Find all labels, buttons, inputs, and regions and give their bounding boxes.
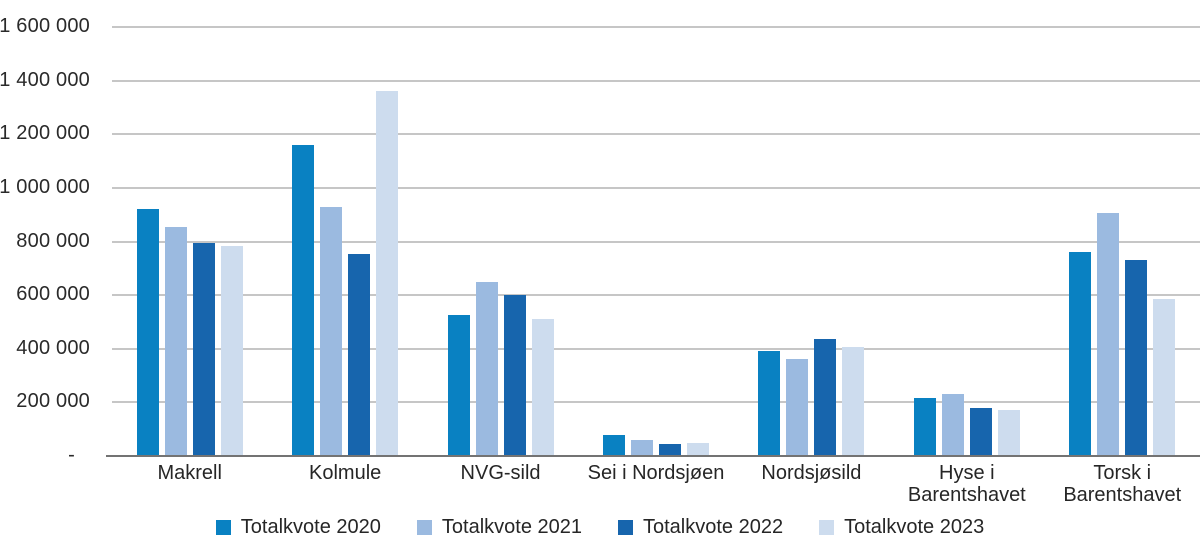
y-tick-label: 1 200 000 — [0, 122, 90, 145]
bar — [192, 242, 215, 456]
gridline — [112, 240, 1200, 243]
category-label: Hyse i Barentshavet — [907, 462, 1026, 506]
y-tick-label: 1 400 000 — [0, 68, 90, 91]
y-tick-label: 200 000 — [16, 390, 90, 413]
gridline — [112, 26, 1200, 28]
bar — [658, 443, 681, 456]
bar — [447, 315, 470, 456]
legend-swatch — [819, 520, 835, 535]
bar — [941, 393, 964, 456]
category-label: Makrell — [157, 462, 222, 484]
bar-group — [423, 27, 578, 456]
bar — [136, 209, 159, 456]
bar-group — [889, 27, 1044, 456]
bar — [348, 253, 371, 456]
bar — [164, 226, 187, 456]
gridline — [112, 186, 1200, 189]
y-axis: 1 600 000 1 400 000 1 200 000 1 000 000 800 … — [0, 15, 90, 466]
bar — [686, 442, 709, 456]
category-label: Nordsjøsild — [761, 462, 862, 484]
category-label: NVG-sild — [460, 462, 541, 484]
category-label: Torsk i Barentshavet — [1063, 462, 1182, 506]
y-tick-label: 1 000 000 — [0, 175, 90, 198]
legend-item: Totalkvote 2020 — [215, 516, 381, 539]
legend-label: Totalkvote 2023 — [844, 516, 985, 538]
bar — [602, 434, 625, 456]
bar — [292, 144, 315, 456]
legend-swatch — [215, 520, 231, 535]
bar — [814, 339, 837, 456]
bar-group — [1045, 27, 1200, 456]
category-label: Sei i Nordsjøen — [587, 462, 725, 484]
legend-swatch — [416, 520, 432, 535]
y-tick-label: 400 000 — [16, 336, 90, 359]
legend: Totalkvote 2020 Totalkvote 2021 Totalkvote… — [0, 516, 1200, 539]
bar-group — [112, 27, 267, 456]
legend-label: Totalkvote 2020 — [240, 516, 381, 538]
bar — [320, 206, 343, 456]
bar-group — [578, 27, 733, 456]
plot-area — [106, 26, 1200, 457]
legend-item: Totalkvote 2022 — [618, 516, 783, 539]
bar — [630, 439, 653, 456]
gridline — [112, 294, 1200, 297]
bar — [475, 281, 498, 456]
bar-group — [267, 27, 422, 456]
gridline — [112, 401, 1200, 404]
bar — [220, 245, 243, 456]
gridline — [112, 133, 1200, 136]
category-label: Kolmule — [309, 462, 382, 484]
y-tick-label: 800 000 — [16, 229, 90, 252]
y-tick-label: - — [68, 444, 75, 467]
y-tick-label: 1 600 000 — [0, 15, 90, 38]
bar — [1069, 252, 1092, 456]
bar — [503, 295, 526, 456]
bar — [786, 359, 809, 456]
legend-item: Totalkvote 2023 — [819, 516, 984, 539]
bar — [531, 319, 554, 456]
bar — [997, 410, 1020, 456]
legend-label: Totalkvote 2022 — [643, 516, 784, 538]
bar-groups — [112, 27, 1200, 456]
bar — [969, 407, 992, 456]
bar — [913, 398, 936, 456]
legend-item: Totalkvote 2021 — [416, 516, 582, 539]
x-axis-line — [106, 455, 1200, 457]
gridline — [112, 79, 1200, 82]
bar — [1125, 260, 1148, 456]
legend-label: Totalkvote 2021 — [441, 516, 582, 538]
y-tick-label: 600 000 — [16, 283, 90, 306]
bar — [758, 351, 781, 456]
bar — [1153, 299, 1176, 456]
x-axis: Makrell Kolmule NVG-sild Sei i Nordsjøen Nor… — [112, 462, 1200, 506]
legend-swatch — [618, 520, 633, 535]
bar — [376, 91, 399, 456]
gridline — [112, 347, 1200, 350]
bar-group — [734, 27, 889, 456]
bar — [842, 347, 865, 456]
bar — [1097, 213, 1120, 456]
